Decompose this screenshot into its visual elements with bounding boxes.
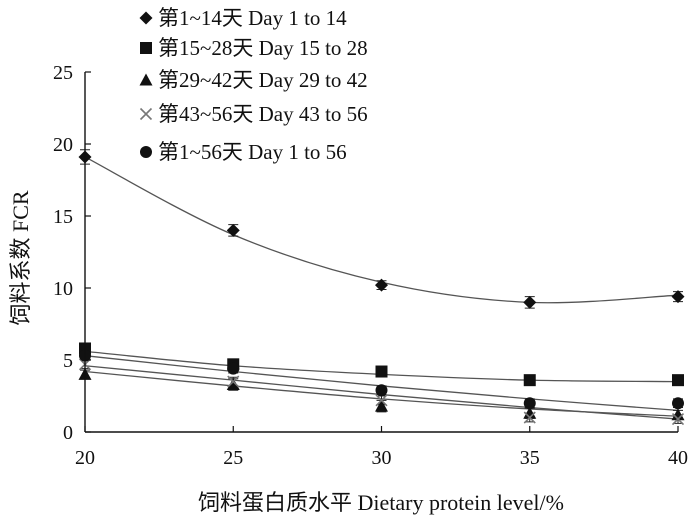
data-point-triangle <box>226 377 240 390</box>
data-point-square <box>375 365 388 378</box>
data-point-square <box>672 374 684 387</box>
legend-marker-square <box>140 42 152 54</box>
data-point-square <box>523 374 536 387</box>
y-axis-title: 饲料系数 FCR <box>8 190 33 325</box>
legend-marker-triangle <box>139 73 153 86</box>
data-point-x <box>227 375 240 388</box>
data-point-triangle <box>671 408 685 421</box>
y-tick-label: 0 <box>63 422 73 444</box>
x-tick-label: 40 <box>668 447 688 469</box>
y-tick-label: 5 <box>63 350 73 372</box>
legend-marker-diamond <box>139 11 153 25</box>
x-axis-title: 饲料蛋白质水平 Dietary protein level/% <box>198 490 564 515</box>
y-tick-label: 10 <box>53 278 73 300</box>
data-point-circle <box>227 362 240 375</box>
legend-label: 第1~56天 Day 1 to 56 <box>158 140 347 164</box>
y-ticks: 0 5 10 15 20 25 <box>53 62 91 444</box>
x-tick-label: 20 <box>75 447 95 469</box>
data-point-circle <box>672 397 684 410</box>
legend-label: 第43~56天 Day 43 to 56 <box>158 102 368 126</box>
y-tick-label: 25 <box>53 62 73 84</box>
data-point-x <box>671 412 685 426</box>
data-point-triangle <box>375 399 388 412</box>
y-tick-label: 15 <box>53 206 73 228</box>
data-point-diamond <box>226 223 240 237</box>
data-point-x <box>523 411 536 424</box>
data-point-diamond <box>671 290 685 304</box>
data-point-x <box>375 394 388 407</box>
axes <box>84 72 678 433</box>
data-point-circle <box>375 384 388 397</box>
legend-label: 第29~42天 Day 29 to 42 <box>158 68 368 92</box>
legend-label: 第1~14天 Day 1 to 14 <box>158 6 347 30</box>
legend-marker-circle <box>140 146 152 158</box>
x-tick-label: 25 <box>223 447 243 469</box>
data-markers <box>78 150 685 426</box>
x-tick-label: 30 <box>372 447 392 469</box>
x-ticks: 20 25 30 35 40 <box>75 426 688 469</box>
data-point-diamond <box>523 295 537 309</box>
x-tick-label: 35 <box>520 447 540 469</box>
legend-label: 第15~28天 Day 15 to 28 <box>158 36 368 60</box>
data-point-triangle <box>523 406 537 419</box>
data-point-circle <box>523 397 536 410</box>
legend: 第1~14天 Day 1 to 14 第15~28天 Day 15 to 28 第2… <box>139 6 368 164</box>
data-point-diamond <box>375 278 388 292</box>
y-tick-label: 20 <box>53 134 73 156</box>
legend-marker-x <box>139 107 153 121</box>
